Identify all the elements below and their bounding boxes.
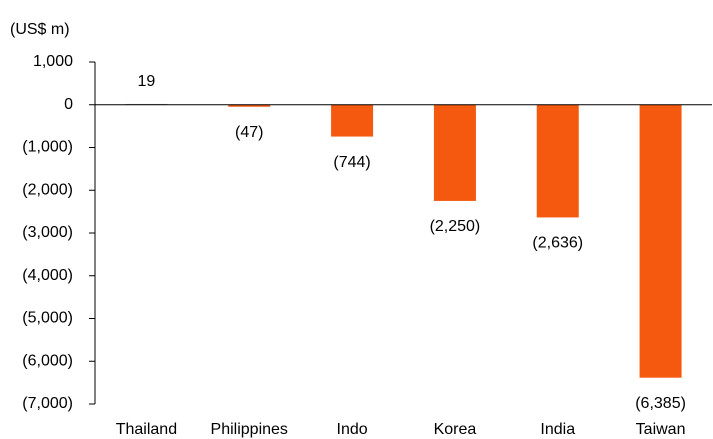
bar [639,104,682,378]
y-tick-label: (5,000) [22,310,73,327]
value-label: (744) [333,154,370,171]
bar [331,104,374,137]
x-tick-label: Korea [434,421,477,438]
value-label: (47) [235,124,263,141]
x-tick-label: Indo [337,421,368,438]
bar [433,104,476,201]
y-tick-label: (4,000) [22,267,73,284]
x-tick-label: Thailand [116,421,177,438]
x-tick-label: Taiwan [636,421,686,438]
x-tick-label: Philippines [211,421,288,438]
y-tick-label: (2,000) [22,181,73,198]
y-tick-label: (7,000) [22,395,73,412]
bar [536,104,579,218]
x-tick-label: India [540,421,575,438]
value-label: 19 [138,73,156,90]
y-tick-label: 0 [64,96,73,113]
y-tick-label: (1,000) [22,139,73,156]
y-tick-label: (3,000) [22,224,73,241]
value-label: (2,636) [532,235,583,252]
value-label: (6,385) [635,395,686,412]
value-label: (2,250) [430,218,481,235]
y-tick-label: 1,000 [33,53,73,70]
y-tick-label: (6,000) [22,352,73,369]
y-axis-unit: (US$ m) [10,21,70,38]
bar [228,104,271,107]
